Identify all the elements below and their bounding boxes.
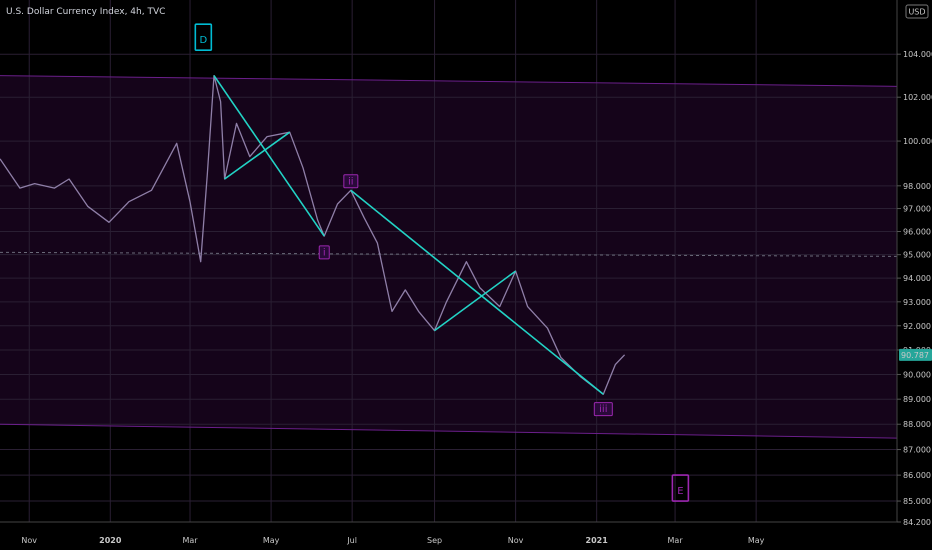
y-tick-label: 94.000 <box>903 274 931 283</box>
wave-label-iii[interactable]: iii <box>593 402 613 417</box>
y-tick-label: 90.000 <box>903 370 931 379</box>
y-tick-label: 95.000 <box>903 251 931 260</box>
grid-lines <box>0 0 897 523</box>
wave-label-ii[interactable]: ii <box>343 174 359 189</box>
wave-label-text: E <box>677 486 683 497</box>
y-axis[interactable]: 104.000 102.000 100.000 98.000 97.000 96.000 9… <box>897 50 932 527</box>
last-price-label: 90.787 <box>901 351 929 360</box>
wave-label-E[interactable]: E <box>671 474 690 502</box>
x-tick-label: Mar <box>668 536 684 545</box>
y-tick-label: 86.000 <box>903 471 931 480</box>
wave-line-impulse-down-2[interactable] <box>350 189 604 395</box>
wave-label-box <box>343 174 359 189</box>
wave-line-impulse-down-1[interactable] <box>213 75 325 237</box>
y-tick-label: 92.000 <box>903 322 931 331</box>
channel-fill <box>0 75 897 439</box>
y-tick-label: 85.000 <box>903 497 931 506</box>
y-tick-label: 98.000 <box>903 182 931 191</box>
wave-label-D[interactable]: D <box>194 23 213 52</box>
channel-upper-line[interactable] <box>0 75 898 87</box>
x-axis[interactable]: Nov 2020 Mar May Jul Sep Nov 2021 Mar May <box>21 536 764 545</box>
currency-label: USD <box>908 8 925 17</box>
x-tick-label: May <box>263 536 280 545</box>
channel-lower-line[interactable] <box>0 423 898 439</box>
x-tick-label: Mar <box>182 536 198 545</box>
y-tick-label: 87.000 <box>903 446 931 455</box>
x-tick-label: 2020 <box>99 536 122 545</box>
x-tick-label: Nov <box>21 536 37 545</box>
wave-lines <box>213 75 604 395</box>
wave-label-text: ii <box>348 176 354 187</box>
wave-label-i[interactable]: i <box>318 245 330 260</box>
wave-label-text: iii <box>599 404 607 415</box>
wave-label-box <box>671 474 690 502</box>
wave-label-text: D <box>199 35 207 46</box>
x-tick-label: Sep <box>427 536 442 545</box>
x-tick-label: May <box>748 536 765 545</box>
y-tick-label: 96.000 <box>903 227 931 236</box>
y-tick-label: 84.200 <box>903 518 931 527</box>
wave-label-box <box>194 23 213 52</box>
wave-line-triangle-a[interactable] <box>224 131 291 180</box>
chart-title: U.S. Dollar Currency Index, 4h, TVC <box>6 7 166 17</box>
y-tick-label: 102.000 <box>903 93 932 102</box>
x-tick-label: Jul <box>346 536 357 545</box>
wave-label-text: i <box>323 247 326 258</box>
y-tick-label: 97.000 <box>903 205 931 214</box>
wave-line-triangle-b[interactable] <box>434 270 517 332</box>
y-tick-label: 104.000 <box>903 50 932 59</box>
currency-tag[interactable]: USD <box>905 4 929 19</box>
y-tick-label: 89.000 <box>903 395 931 404</box>
x-tick-label: Nov <box>508 536 524 545</box>
last-price-box <box>899 348 932 361</box>
y-tick-label: 88.000 <box>903 420 931 429</box>
wave-label-box <box>593 402 613 417</box>
x-tick-label: 2021 <box>586 536 609 545</box>
last-price-tag: 90.787 <box>899 348 932 361</box>
wave-label-box <box>318 245 330 260</box>
y-tick-label: 93.000 <box>903 298 931 307</box>
y-tick-label: 100.000 <box>903 137 932 146</box>
currency-box <box>905 4 929 19</box>
